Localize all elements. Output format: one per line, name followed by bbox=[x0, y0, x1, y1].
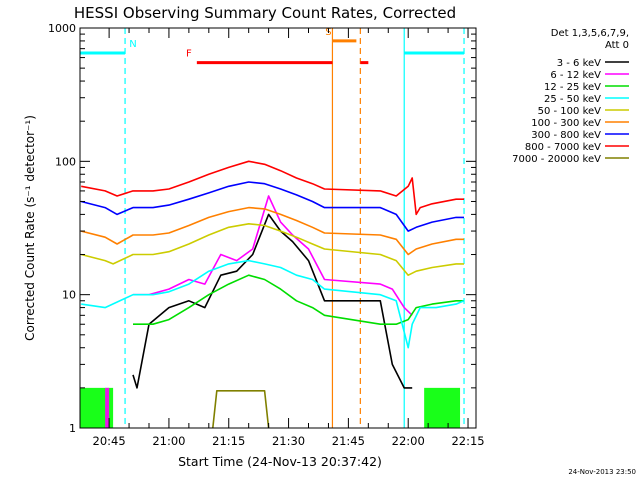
mode-label-F: F bbox=[186, 49, 192, 60]
legend-label-8: 7000 - 20000 keV bbox=[512, 154, 601, 165]
series-line-5 bbox=[81, 206, 464, 256]
legend-label-1: 6 - 12 keV bbox=[550, 70, 601, 81]
legend-label-6: 300 - 800 keV bbox=[531, 130, 601, 141]
y-tick-label-0: 1 bbox=[69, 422, 76, 435]
x-tick-label-2: 21:15 bbox=[212, 434, 245, 448]
series-line-7 bbox=[81, 160, 464, 216]
x-tick-label-0: 20:45 bbox=[93, 434, 126, 448]
legend-label-0: 3 - 6 keV bbox=[557, 58, 601, 69]
plot-frame bbox=[79, 27, 477, 429]
low-count-block-1 bbox=[105, 387, 110, 428]
y-tick-label-1: 10 bbox=[62, 289, 76, 302]
x-tick-label-4: 21:45 bbox=[332, 434, 365, 448]
series-line-6 bbox=[81, 181, 464, 232]
x-tick-label-1: 21:00 bbox=[152, 434, 185, 448]
legend-label-7: 800 - 7000 keV bbox=[525, 142, 601, 153]
series-line-8 bbox=[212, 390, 270, 429]
series-line-0 bbox=[132, 213, 413, 389]
low-count-block-2 bbox=[424, 387, 461, 428]
legend-label-2: 12 - 25 keV bbox=[544, 82, 601, 93]
x-axis-label: Start Time (24-Nov-13 20:37:42) bbox=[178, 454, 382, 469]
series-line-3 bbox=[81, 259, 465, 349]
chart-title: HESSI Observing Summary Count Rates, Cor… bbox=[74, 4, 456, 22]
legend-header-line-1: Det 1,3,5,6,7,9, bbox=[551, 28, 629, 39]
timestamp: 24-Nov-2013 23:50 bbox=[568, 468, 636, 476]
series-line-1 bbox=[133, 195, 413, 316]
series-line-2 bbox=[133, 274, 464, 325]
legend-label-3: 25 - 50 keV bbox=[544, 94, 601, 105]
y-tick-label-3: 1000 bbox=[48, 22, 76, 35]
plot-area: NFS bbox=[80, 27, 465, 429]
x-tick-label-6: 22:15 bbox=[451, 434, 484, 448]
y-axis-label: Corrected Count Rate (s⁻¹ detector⁻¹) bbox=[23, 115, 37, 341]
legend-header-line-2: Att 0 bbox=[605, 40, 629, 51]
axes: 1 10 100 1000 20:45 21:00 21:15 21:30 21:45 22:00… bbox=[48, 22, 485, 448]
legend-label-4: 50 - 100 keV bbox=[538, 106, 602, 117]
series-line-4 bbox=[81, 223, 464, 276]
y-tick-label-2: 100 bbox=[55, 155, 76, 168]
x-tick-label-3: 21:30 bbox=[272, 434, 305, 448]
legend-label-5: 100 - 300 keV bbox=[531, 118, 601, 129]
x-tick-label-5: 22:00 bbox=[392, 434, 425, 448]
mode-label-N: N bbox=[129, 39, 136, 50]
